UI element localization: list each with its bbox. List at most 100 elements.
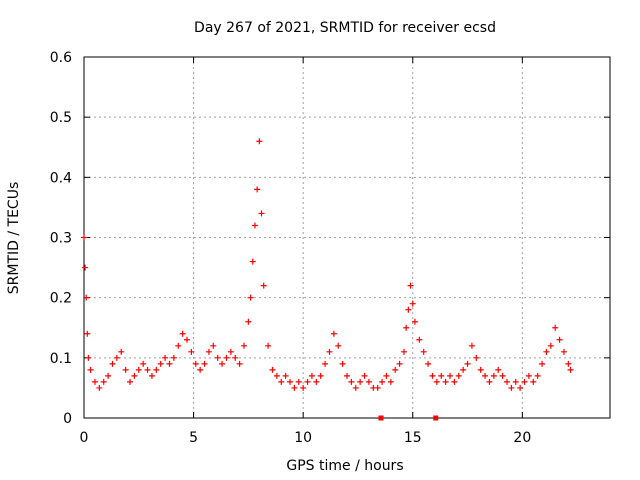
data-point xyxy=(153,366,160,373)
data-point xyxy=(287,378,294,385)
data-point xyxy=(464,360,471,367)
data-point xyxy=(308,372,315,379)
data-point xyxy=(83,294,90,301)
data-point xyxy=(361,372,368,379)
data-point xyxy=(273,372,280,379)
y-tick-label: 0.3 xyxy=(50,231,72,247)
data-point xyxy=(420,348,427,355)
data-point xyxy=(219,360,226,367)
data-point xyxy=(521,378,528,385)
data-point xyxy=(442,378,449,385)
data-point xyxy=(247,294,254,301)
data-point xyxy=(162,354,169,361)
grid-lines xyxy=(84,57,610,418)
axis-ticks: 0 5 10 15 20 0 0.1 0.2 0.3 0.4 0.5 0.6 xyxy=(50,50,610,446)
data-point xyxy=(379,378,386,385)
data-point xyxy=(81,234,87,241)
data-point xyxy=(517,384,524,391)
data-point xyxy=(254,186,261,193)
data-point xyxy=(348,378,355,385)
data-point xyxy=(400,348,407,355)
data-point xyxy=(91,378,98,385)
data-point xyxy=(508,384,515,391)
data-points xyxy=(81,138,574,391)
data-point xyxy=(383,372,390,379)
data-point xyxy=(352,384,359,391)
data-point xyxy=(300,384,307,391)
data-point xyxy=(482,372,489,379)
x-tick-label: 5 xyxy=(189,430,198,446)
data-point xyxy=(416,336,423,343)
data-point xyxy=(295,378,302,385)
data-point xyxy=(374,384,381,391)
data-point xyxy=(291,384,298,391)
data-point xyxy=(109,360,116,367)
data-point xyxy=(265,342,272,349)
x-tick-label: 15 xyxy=(404,430,422,446)
data-point xyxy=(317,372,324,379)
data-point xyxy=(552,324,559,331)
data-point xyxy=(232,354,239,361)
data-point xyxy=(486,378,493,385)
data-point xyxy=(322,360,329,367)
data-point xyxy=(236,360,243,367)
data-point xyxy=(512,378,519,385)
data-point xyxy=(227,348,234,355)
data-point xyxy=(560,348,567,355)
data-point xyxy=(330,330,337,337)
data-point xyxy=(166,360,173,367)
data-point xyxy=(278,378,285,385)
data-point xyxy=(495,366,502,373)
data-point xyxy=(392,366,399,373)
data-point xyxy=(447,372,454,379)
data-point xyxy=(197,366,204,373)
data-point xyxy=(260,282,267,289)
data-point xyxy=(157,360,164,367)
data-point xyxy=(539,360,546,367)
x-axis-label: GPS time / hours xyxy=(286,458,403,474)
annotation-markers xyxy=(378,415,439,421)
data-point xyxy=(455,372,462,379)
data-point xyxy=(313,378,320,385)
data-point xyxy=(335,342,342,349)
data-point xyxy=(387,378,394,385)
data-point xyxy=(245,318,252,325)
data-point xyxy=(170,354,177,361)
data-point xyxy=(269,366,276,373)
data-point xyxy=(118,348,125,355)
data-point xyxy=(425,360,432,367)
data-point xyxy=(339,360,346,367)
data-point xyxy=(530,378,537,385)
data-point xyxy=(411,318,418,325)
data-point xyxy=(429,372,436,379)
data-point xyxy=(144,366,151,373)
data-point xyxy=(490,372,497,379)
data-point xyxy=(184,336,191,343)
data-point xyxy=(148,372,155,379)
annotation-square xyxy=(378,415,384,421)
data-point xyxy=(175,342,182,349)
data-point xyxy=(256,138,263,145)
data-point xyxy=(460,366,467,373)
data-point xyxy=(135,366,142,373)
data-point xyxy=(87,366,94,373)
data-point xyxy=(240,342,247,349)
annotation-square xyxy=(433,415,439,421)
data-point xyxy=(547,342,554,349)
data-point xyxy=(409,300,416,307)
data-point xyxy=(344,372,350,379)
data-point xyxy=(473,354,480,361)
data-point xyxy=(477,366,484,373)
data-point xyxy=(405,306,412,313)
data-point xyxy=(403,324,410,331)
data-point xyxy=(282,372,289,379)
y-tick-label: 0.1 xyxy=(50,351,72,367)
y-tick-label: 0.4 xyxy=(50,170,72,186)
data-point xyxy=(565,360,572,367)
data-point xyxy=(113,354,120,361)
data-point xyxy=(357,378,364,385)
data-point xyxy=(304,378,311,385)
data-point xyxy=(525,372,532,379)
